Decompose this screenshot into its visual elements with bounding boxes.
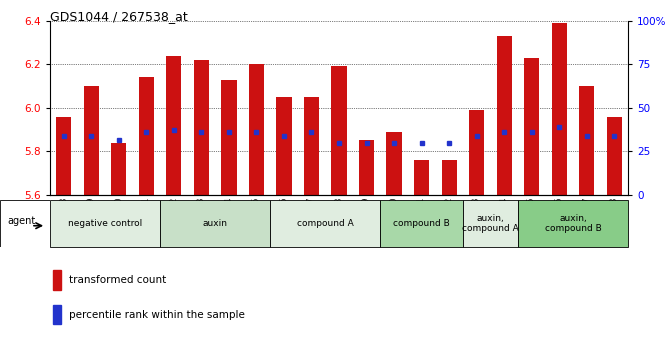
Bar bbox=[469, 110, 484, 195]
Bar bbox=[53, 305, 61, 324]
Bar bbox=[112, 142, 126, 195]
Text: auxin: auxin bbox=[202, 219, 228, 228]
Text: compound A: compound A bbox=[297, 219, 353, 228]
Bar bbox=[84, 86, 99, 195]
Bar bbox=[160, 200, 271, 247]
Bar bbox=[56, 117, 71, 195]
Bar bbox=[442, 160, 457, 195]
Bar bbox=[194, 60, 209, 195]
Text: compound B: compound B bbox=[393, 219, 450, 228]
Bar bbox=[359, 140, 374, 195]
Bar bbox=[331, 67, 347, 195]
Bar bbox=[221, 79, 236, 195]
Bar bbox=[166, 56, 182, 195]
Text: GDS1044 / 267538_at: GDS1044 / 267538_at bbox=[50, 10, 188, 23]
Bar bbox=[414, 160, 429, 195]
Text: transformed count: transformed count bbox=[69, 275, 166, 285]
Bar bbox=[387, 132, 401, 195]
Text: negative control: negative control bbox=[68, 219, 142, 228]
Bar bbox=[579, 86, 595, 195]
Text: auxin,
compound B: auxin, compound B bbox=[544, 214, 601, 233]
Text: percentile rank within the sample: percentile rank within the sample bbox=[69, 310, 245, 319]
Bar bbox=[607, 117, 622, 195]
Bar bbox=[271, 200, 380, 247]
Bar bbox=[139, 77, 154, 195]
Bar bbox=[50, 200, 160, 247]
Text: agent: agent bbox=[7, 216, 36, 226]
Bar bbox=[524, 58, 539, 195]
Bar bbox=[53, 270, 61, 290]
Bar bbox=[304, 97, 319, 195]
Bar bbox=[552, 23, 566, 195]
Bar bbox=[380, 200, 463, 247]
Bar bbox=[277, 97, 291, 195]
Bar bbox=[249, 64, 264, 195]
Bar bbox=[463, 200, 518, 247]
Bar bbox=[496, 36, 512, 195]
Bar bbox=[518, 200, 628, 247]
Text: auxin,
compound A: auxin, compound A bbox=[462, 214, 519, 233]
